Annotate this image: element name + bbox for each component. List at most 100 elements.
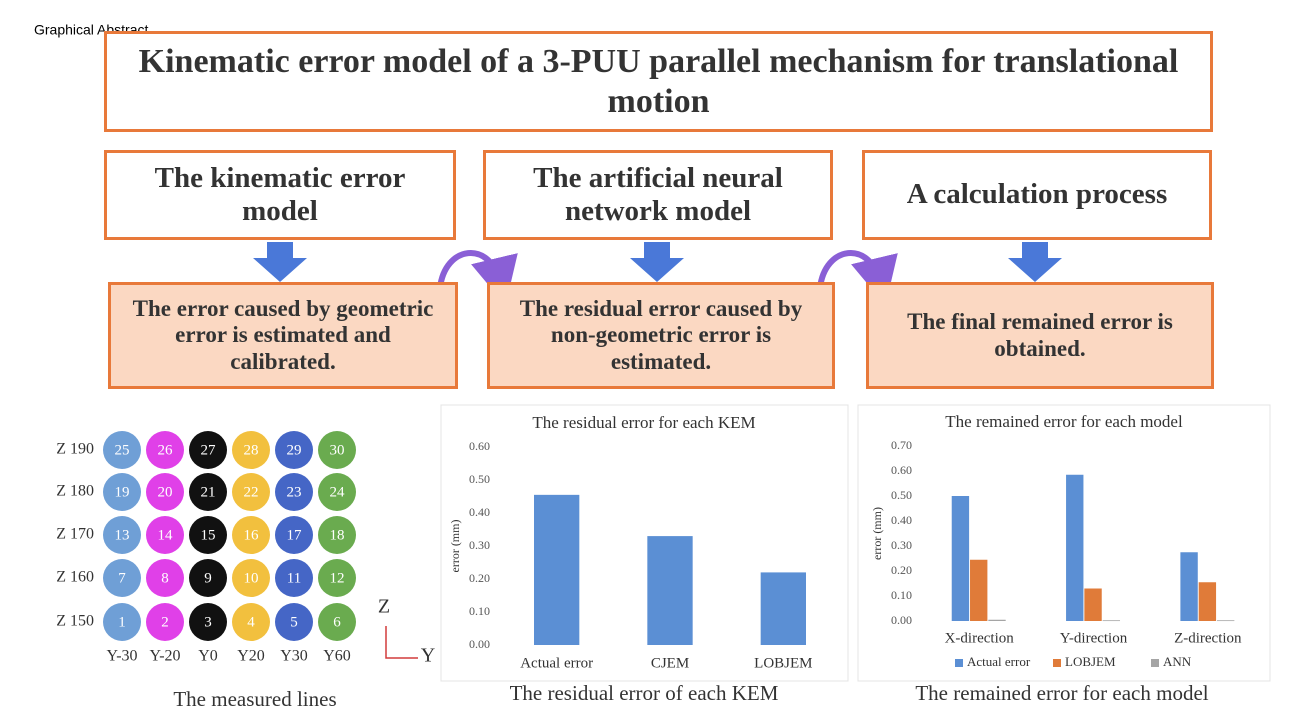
legend-label: LOBJEM [1065, 654, 1116, 669]
main-title: Kinematic error model of a 3-PUU paralle… [104, 31, 1213, 132]
point-number: 10 [244, 570, 259, 586]
point-number: 5 [290, 614, 298, 630]
chart-title: The residual error for each KEM [532, 413, 755, 432]
line-point [232, 559, 270, 597]
row-label: Z 160 [56, 569, 94, 586]
line-point [103, 516, 141, 554]
row-label: Z 170 [56, 526, 94, 543]
down-arrow [253, 242, 307, 282]
bar [1216, 620, 1235, 622]
axis-indicator [385, 626, 418, 659]
column-label: Y-20 [149, 648, 180, 665]
y-tick-label: 0.10 [891, 588, 912, 602]
point-number: 24 [330, 484, 346, 500]
chart-panel [440, 404, 849, 682]
point-number: 28 [244, 442, 259, 458]
y-tick-label: 0.30 [891, 538, 912, 552]
point-number: 13 [115, 527, 130, 543]
row-label: Z 190 [56, 441, 94, 458]
line-point [275, 473, 313, 511]
y-tick-label: 0.60 [891, 463, 912, 477]
bar [1102, 620, 1121, 622]
line-point [232, 473, 270, 511]
point-number: 3 [204, 614, 212, 630]
line-point [189, 559, 227, 597]
x-tick-label: CJEM [651, 655, 689, 671]
bar [534, 494, 580, 645]
line-point [189, 473, 227, 511]
point-number: 6 [333, 614, 341, 630]
point-number: 29 [287, 442, 302, 458]
model-title: A calculation process [862, 150, 1212, 240]
y-tick-label: 0.60 [469, 439, 490, 453]
line-point [189, 431, 227, 469]
column-label: Y60 [323, 648, 351, 665]
point-number: 26 [158, 442, 174, 458]
caption: The residual error of each KEM [510, 681, 779, 705]
y-tick-label: 0.20 [469, 571, 490, 585]
row-label: Z 150 [56, 613, 94, 630]
point-number: 2 [161, 614, 169, 630]
down-arrow [1008, 242, 1062, 282]
point-number: 11 [287, 570, 301, 586]
y-tick-label: 0.00 [891, 613, 912, 627]
point-number: 7 [118, 570, 126, 586]
bar [1066, 474, 1084, 621]
point-number: 20 [158, 484, 173, 500]
line-point [146, 559, 184, 597]
axis-label: Z [378, 596, 390, 618]
y-tick-label: 0.30 [469, 538, 490, 552]
line-point [189, 516, 227, 554]
legend-swatch [1053, 659, 1061, 667]
line-point [275, 559, 313, 597]
column-label: Y0 [198, 648, 218, 665]
point-number: 16 [244, 527, 260, 543]
point-number: 23 [287, 484, 302, 500]
y-tick-label: 0.70 [891, 438, 912, 452]
chart-title: The remained error for each model [945, 412, 1183, 431]
bar [1084, 588, 1102, 621]
column-label: Y30 [280, 648, 308, 665]
row-label: Z 180 [56, 483, 94, 500]
point-number: 25 [115, 442, 130, 458]
axis-label: Y [421, 645, 435, 667]
bar [760, 572, 806, 645]
line-point [232, 516, 270, 554]
down-arrow [630, 242, 684, 282]
legend-label: Actual error [967, 654, 1031, 669]
point-number: 12 [330, 570, 345, 586]
point-number: 30 [330, 442, 345, 458]
y-tick-label: 0.00 [469, 637, 490, 651]
legend-label: ANN [1163, 654, 1192, 669]
model-result: The error caused by geometric error is e… [108, 282, 458, 389]
point-number: 21 [201, 484, 216, 500]
point-number: 15 [201, 527, 216, 543]
curved-arrow [817, 250, 898, 306]
point-number: 8 [161, 570, 169, 586]
x-tick-label: LOBJEM [754, 655, 812, 671]
point-number: 19 [115, 484, 130, 500]
x-tick-label: X-direction [945, 630, 1015, 646]
line-point [318, 603, 356, 641]
point-number: 4 [247, 614, 255, 630]
line-point [103, 603, 141, 641]
line-point [318, 559, 356, 597]
point-number: 9 [204, 570, 212, 586]
line-point [232, 431, 270, 469]
line-point [146, 603, 184, 641]
y-tick-label: 0.10 [469, 604, 490, 618]
legend-swatch [955, 659, 963, 667]
line-point [146, 431, 184, 469]
bar [951, 496, 970, 621]
point-number: 14 [158, 527, 174, 543]
line-point [103, 431, 141, 469]
line-point [189, 603, 227, 641]
y-tick-label: 0.20 [891, 563, 912, 577]
caption: The remained error for each model [915, 681, 1208, 705]
line-point [318, 516, 356, 554]
legend-swatch [1151, 659, 1159, 667]
column-label: Y20 [237, 648, 265, 665]
line-point [103, 473, 141, 511]
